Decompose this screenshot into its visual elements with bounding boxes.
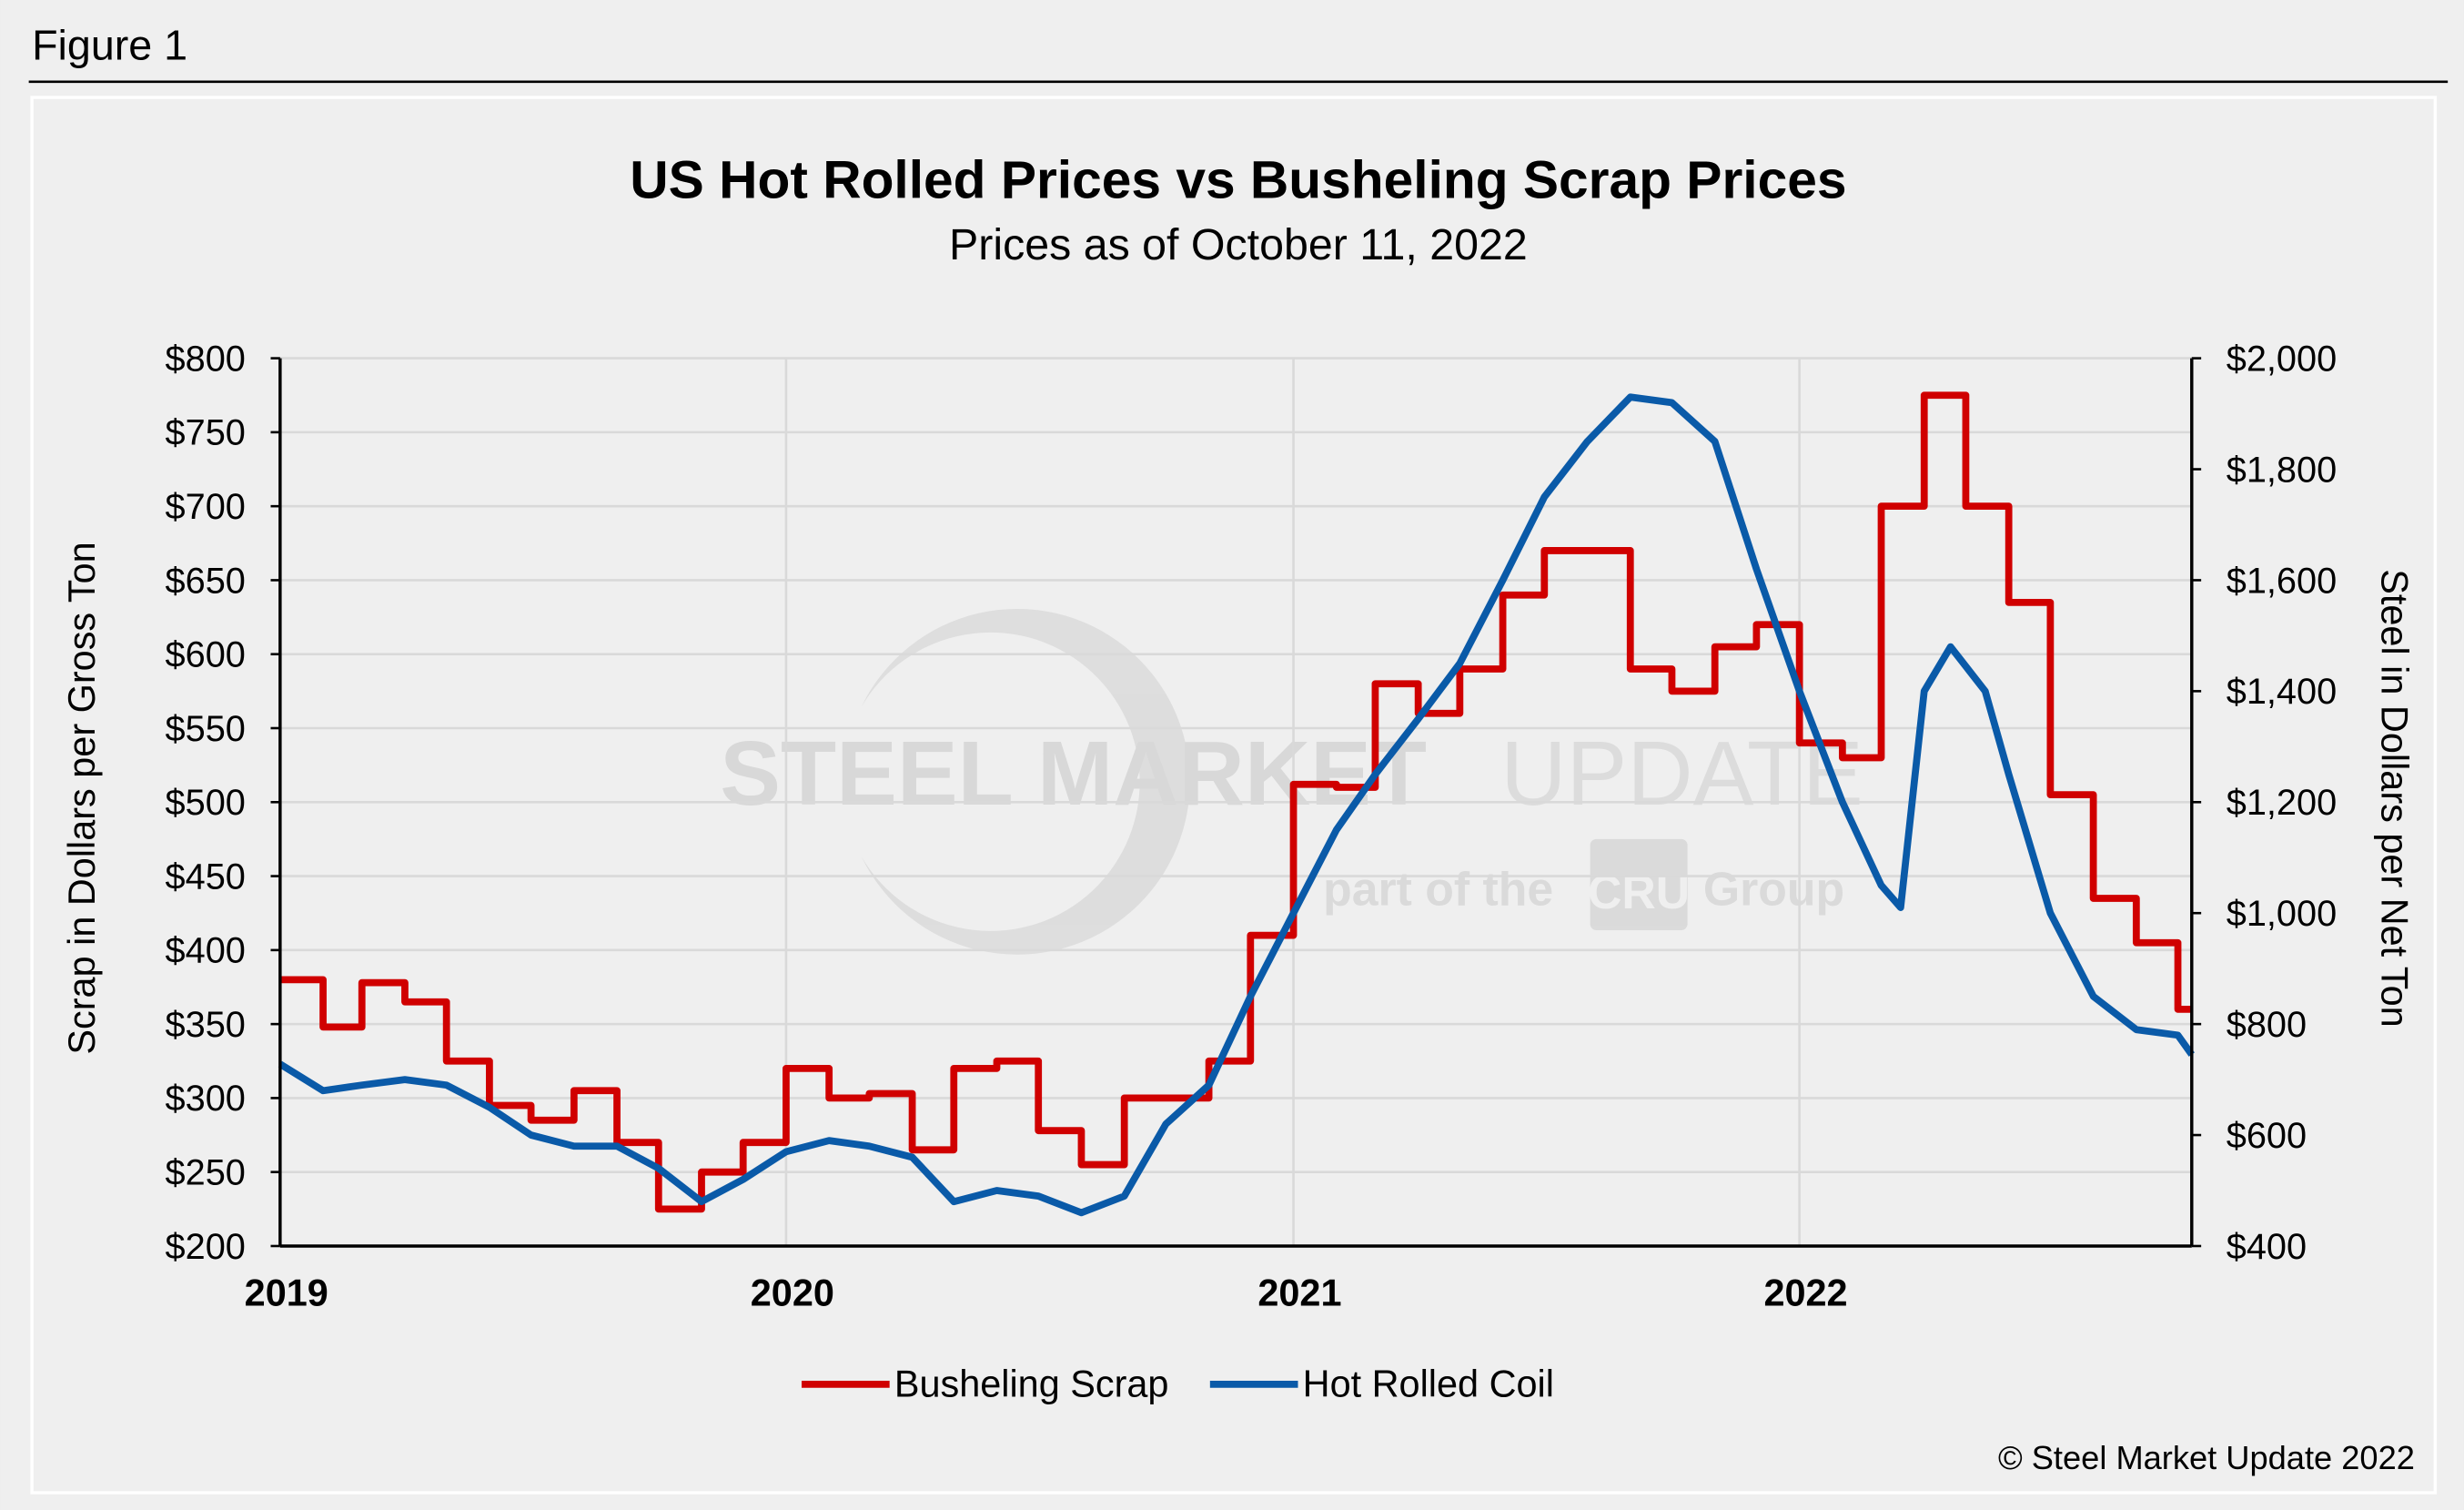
y-tick-label: $600 xyxy=(166,635,246,675)
watermark-cru-box xyxy=(1590,838,1688,930)
y2-tick-label: $1,800 xyxy=(2227,450,2337,490)
y2-tick-label: $600 xyxy=(2227,1116,2307,1156)
x-tick-label: 2019 xyxy=(245,1272,328,1314)
watermark-cru: CRU xyxy=(1588,866,1690,918)
watermark-steel-market: STEEL MARKET xyxy=(720,723,1427,825)
y-tick-label: $800 xyxy=(166,339,246,379)
x-tick-label: 2020 xyxy=(751,1272,834,1314)
y-tick-label: $250 xyxy=(166,1153,246,1193)
y-tick-label: $750 xyxy=(166,413,246,453)
y2-tick-label: $2,000 xyxy=(2227,339,2337,379)
y-axis-label: Scrap in Dollars per Gross Ton xyxy=(60,542,103,1054)
watermark-group: Group xyxy=(1703,862,1844,915)
legend: Busheling Scrap Hot Rolled Coil xyxy=(801,1363,1554,1405)
y-tick-label: $400 xyxy=(166,931,246,971)
legend-label-scrap: Busheling Scrap xyxy=(894,1363,1169,1405)
chart-panel xyxy=(30,96,2438,1495)
y2-tick-label: $1,400 xyxy=(2227,672,2337,712)
chart-subtitle: Prices as of October 11, 2022 xyxy=(949,220,1528,269)
watermark-update: UPDATE xyxy=(1500,723,1863,825)
y-tick-label: $200 xyxy=(166,1227,246,1267)
x-tick-label: 2021 xyxy=(1257,1272,1341,1314)
y-tick-label: $700 xyxy=(166,487,246,527)
chart-title: US Hot Rolled Prices vs Busheling Scrap … xyxy=(630,151,1846,210)
y-tick-label: $500 xyxy=(166,783,246,823)
y-tick-label: $550 xyxy=(166,709,246,749)
copyright: © Steel Market Update 2022 xyxy=(1998,1439,2415,1476)
legend-label-hrc: Hot Rolled Coil xyxy=(1303,1363,1554,1405)
y-tick-label: $650 xyxy=(166,561,246,601)
y2-tick-label: $800 xyxy=(2227,1005,2307,1045)
y-tick-label: $450 xyxy=(166,856,246,897)
watermark-part-of-the: part of the xyxy=(1323,862,1553,915)
y-tick-label: $350 xyxy=(166,1005,246,1045)
y2-tick-label: $1,000 xyxy=(2227,894,2337,934)
y-tick-label: $300 xyxy=(166,1079,246,1119)
x-tick-label: 2022 xyxy=(1763,1272,1847,1314)
y2-tick-label: $1,200 xyxy=(2227,783,2337,823)
figure-label: Figure 1 xyxy=(32,22,187,69)
y2-axis-label: Steel in Dollars per Net Ton xyxy=(2374,569,2417,1027)
y2-tick-label: $400 xyxy=(2227,1227,2307,1267)
y2-tick-label: $1,600 xyxy=(2227,561,2337,601)
